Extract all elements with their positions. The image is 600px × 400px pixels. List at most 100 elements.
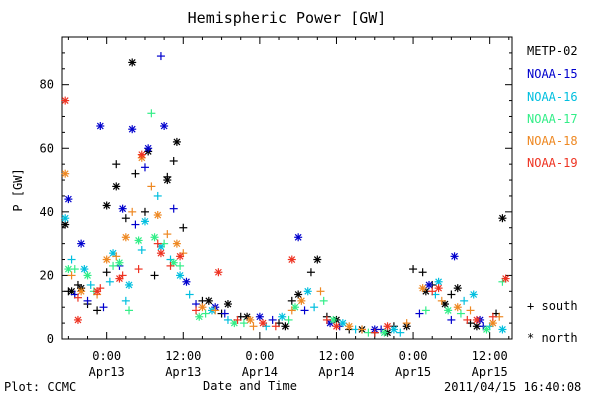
- chart-title: Hemispheric Power [GW]: [187, 9, 387, 27]
- point-north-noaa-19: [61, 96, 70, 105]
- point-north-metp-02: [313, 255, 322, 264]
- point-south-noaa-17: [421, 306, 430, 315]
- point-south-noaa-15: [220, 309, 229, 318]
- x-tick-date-label: Apr14: [318, 365, 354, 379]
- point-north-noaa-15: [425, 280, 434, 289]
- point-south-noaa-18: [128, 207, 137, 216]
- point-north-noaa-15: [128, 125, 137, 134]
- point-north-noaa-16: [498, 325, 507, 334]
- point-south-noaa-15: [140, 163, 149, 172]
- point-north-noaa-17: [444, 306, 453, 315]
- point-south-noaa-18: [67, 271, 76, 280]
- legend-entry-noaa-15: NOAA-15: [527, 67, 578, 81]
- point-north-noaa-15: [294, 233, 303, 242]
- point-south-metp-02: [150, 271, 159, 280]
- point-south-noaa-15: [169, 204, 178, 213]
- point-south-noaa-15: [83, 296, 92, 305]
- point-south-noaa-16: [67, 255, 76, 264]
- x-tick-date-label: Apr15: [395, 365, 431, 379]
- point-north-noaa-18: [61, 169, 70, 178]
- point-north-noaa-19: [176, 252, 185, 261]
- point-south-noaa-17: [176, 261, 185, 270]
- point-south-noaa-18: [466, 306, 475, 315]
- point-north-noaa-15: [144, 144, 153, 153]
- point-south-noaa-16: [185, 290, 194, 299]
- point-south-noaa-18: [147, 182, 156, 191]
- marker-legend-north: * north: [527, 331, 578, 345]
- point-south-metp-02: [306, 268, 315, 277]
- point-south-noaa-17: [147, 109, 156, 118]
- marker-legend-south-label: south: [541, 299, 578, 313]
- x-tick-time-label: 12:00: [318, 349, 354, 363]
- point-south-noaa-17: [109, 261, 118, 270]
- point-south-noaa-18: [287, 306, 296, 315]
- y-axis-label: P [GW]: [11, 168, 25, 212]
- point-south-metp-02: [169, 156, 178, 165]
- x-tick-time-label: 0:00: [245, 349, 274, 363]
- point-north-noaa-19: [259, 319, 268, 328]
- point-south-metp-02: [447, 290, 456, 299]
- point-north-noaa-19: [383, 322, 392, 331]
- point-north-noaa-19: [434, 284, 443, 293]
- point-north-noaa-15: [450, 252, 459, 261]
- point-south-noaa-19: [271, 322, 280, 331]
- point-south-noaa-19: [370, 328, 379, 337]
- point-south-noaa-18: [316, 287, 325, 296]
- point-south-noaa-15: [268, 315, 277, 324]
- point-north-noaa-18: [121, 233, 130, 242]
- point-north-noaa-17: [482, 325, 491, 334]
- point-north-noaa-15: [182, 277, 191, 286]
- point-south-noaa-19: [463, 315, 472, 324]
- point-south-noaa-16: [86, 280, 95, 289]
- point-north-noaa-16: [61, 214, 70, 223]
- asterisk-marker-icon: *: [527, 331, 535, 345]
- point-north-noaa-15: [64, 195, 73, 204]
- point-south-noaa-17: [456, 309, 465, 318]
- point-north-metp-02: [172, 137, 181, 146]
- point-south-noaa-18: [112, 252, 121, 261]
- point-north-metp-02: [223, 300, 232, 309]
- point-south-metp-02: [140, 207, 149, 216]
- point-north-noaa-17: [150, 233, 159, 242]
- point-north-noaa-17: [115, 258, 124, 267]
- y-tick-label: 20: [40, 268, 54, 282]
- point-north-noaa-17: [64, 265, 73, 274]
- point-north-noaa-17: [169, 258, 178, 267]
- point-south-noaa-15: [99, 303, 108, 312]
- point-south-noaa-19: [73, 293, 82, 302]
- point-south-noaa-19: [488, 312, 497, 321]
- x-tick-date-label: Apr15: [472, 365, 508, 379]
- point-north-noaa-15: [118, 204, 127, 213]
- point-north-noaa-18: [246, 315, 255, 324]
- point-south-noaa-16: [460, 296, 469, 305]
- point-north-noaa-18: [102, 255, 111, 264]
- point-south-noaa-19: [166, 261, 175, 270]
- point-south-noaa-19: [233, 315, 242, 324]
- point-south-noaa-16: [396, 328, 405, 337]
- point-south-noaa-18: [437, 296, 446, 305]
- point-north-noaa-18: [153, 211, 162, 220]
- point-north-metp-02: [163, 176, 172, 185]
- y-tick-label: 60: [40, 141, 54, 155]
- point-south-noaa-18: [211, 306, 220, 315]
- x-tick-date-label: Apr14: [242, 365, 278, 379]
- point-south-noaa-15: [131, 220, 140, 229]
- point-south-noaa-16: [310, 303, 319, 312]
- point-south-noaa-15: [415, 309, 424, 318]
- point-south-noaa-15: [300, 306, 309, 315]
- marker-legend-south: + south: [527, 299, 578, 313]
- point-south-noaa-16: [153, 191, 162, 200]
- x-tick-time-label: 0:00: [399, 349, 428, 363]
- x-axis-label: Date and Time: [203, 379, 297, 393]
- point-north-metp-02: [112, 182, 121, 191]
- point-north-noaa-18: [172, 239, 181, 248]
- point-north-noaa-17: [230, 319, 239, 328]
- point-north-noaa-16: [80, 265, 89, 274]
- y-tick-label: 0: [47, 332, 54, 346]
- point-south-noaa-17: [284, 315, 293, 324]
- point-south-metp-02: [131, 169, 140, 178]
- point-north-noaa-19: [156, 249, 165, 258]
- point-south-noaa-17: [201, 309, 210, 318]
- point-south-noaa-18: [163, 230, 172, 239]
